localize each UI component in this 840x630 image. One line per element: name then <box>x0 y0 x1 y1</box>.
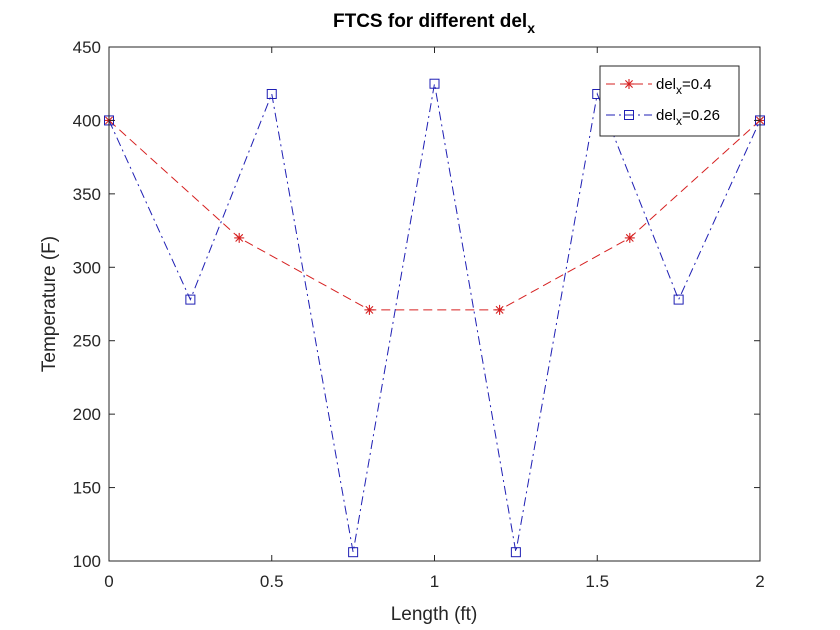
y-tick-label: 250 <box>73 332 101 351</box>
x-tick-label: 0.5 <box>260 572 284 591</box>
data-point-marker <box>234 232 245 243</box>
x-tick-label: 1.5 <box>585 572 609 591</box>
chart-title: FTCS for different delx <box>333 11 535 36</box>
chart-title-main: FTCS for different del <box>333 11 527 32</box>
data-point-marker <box>185 294 196 305</box>
y-tick-label: 350 <box>73 185 101 204</box>
legend-item: delx=0.26 <box>606 107 720 128</box>
series-1 <box>104 115 765 315</box>
data-point-marker <box>364 304 375 315</box>
data-point-marker <box>266 88 277 99</box>
series-2 <box>104 78 765 558</box>
legend-marker <box>624 79 634 89</box>
legend-marker <box>624 110 634 120</box>
x-tick-label: 0 <box>104 572 113 591</box>
data-point-marker <box>429 78 440 89</box>
x-tick-label: 1 <box>430 572 439 591</box>
series-layer <box>104 78 765 558</box>
legend-entries: delx=0.4 delx=0.26 <box>606 76 720 128</box>
legend-label: delx=0.4 <box>656 76 712 97</box>
legend: delx=0.4 delx=0.26 <box>599 65 740 137</box>
y-tick-label: 450 <box>73 38 101 57</box>
legend-label: delx=0.26 <box>656 107 720 128</box>
y-tick-label: 200 <box>73 405 101 424</box>
data-point-marker <box>673 294 684 305</box>
y-tick-label: 300 <box>73 258 101 277</box>
chart-title-subscript: x <box>527 20 535 36</box>
y-tick-label: 150 <box>73 479 101 498</box>
y-axis-label: Temperature (F) <box>39 236 60 372</box>
legend-box <box>599 65 740 137</box>
series-line <box>108 83 761 553</box>
x-axis-ticks: 0 0.5 1 1.5 2 <box>104 47 765 591</box>
data-point-marker <box>510 547 521 558</box>
data-point-marker <box>348 547 359 558</box>
y-tick-label: 100 <box>73 552 101 571</box>
x-tick-label: 2 <box>755 572 764 591</box>
legend-item: delx=0.4 <box>606 76 712 97</box>
series-line <box>108 120 761 311</box>
data-point-marker <box>624 232 635 243</box>
data-point-marker <box>494 304 505 315</box>
x-axis-label: Length (ft) <box>391 604 478 625</box>
y-tick-label: 400 <box>73 111 101 130</box>
y-axis-ticks: 100 150 200 250 300 350 400 450 <box>73 38 760 571</box>
